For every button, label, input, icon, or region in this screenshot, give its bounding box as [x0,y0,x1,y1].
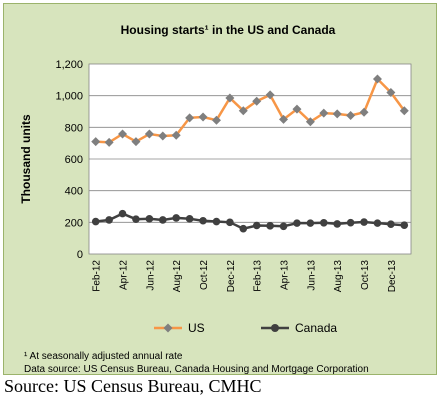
data-point-us [399,106,409,116]
data-point-us [279,114,289,124]
chart-panel: 0 200 400 600 800 1,000 1,200 Feb-12 Apr-12 Jun-… [3,3,437,375]
x-tick-label: Feb-12 [92,260,103,292]
data-point-us [359,107,369,117]
data-point-canada [293,219,301,227]
y-tick-label: 0 [77,249,83,261]
data-point-us [292,104,302,114]
data-point-canada [185,215,194,223]
data-point-us [319,108,329,118]
footnote-rate: ¹ At seasonally adjusted annual rate [24,351,183,362]
data-point-us [158,131,168,141]
y-tick-label: 600 [65,154,83,166]
y-tick-labels: 0 200 400 600 800 1,000 1,200 [55,59,83,261]
data-point-canada [400,221,409,229]
x-tick-label: Aug-12 [172,260,183,293]
data-point-canada [319,219,328,227]
data-point-us [185,113,195,123]
series-lines [91,74,409,233]
x-tick-label: Oct-12 [199,260,210,290]
x-tick-label: Dec-12 [226,260,237,293]
x-tick-label: Aug-13 [333,260,344,293]
data-point-canada [333,220,342,228]
data-point-us [198,112,208,122]
data-point-us [225,93,235,103]
data-point-us [252,96,262,106]
x-tick-labels: Feb-12 Apr-12 Jun-12 Aug-12 Oct-12 Dec-12 Feb-… [92,260,398,293]
data-point-us [332,109,342,119]
data-point-canada [158,216,167,224]
data-point-us [211,115,221,125]
data-point-canada [91,217,100,226]
data-point-us [118,129,128,139]
x-tick-label: Oct-13 [360,260,371,290]
data-point-canada [145,215,154,223]
data-point-canada [373,219,382,227]
legend-label-us: US [188,321,205,335]
x-tick-label: Apr-13 [280,260,291,290]
data-point-canada [346,218,355,227]
data-point-us [265,90,275,100]
data-point-us [104,137,114,147]
footnote-data-source: Data source: US Census Bureau, Canada Ho… [24,364,369,375]
y-tick-label: 400 [65,186,83,198]
data-point-us [305,117,315,127]
data-point-canada [266,222,274,230]
data-point-canada [172,214,181,222]
data-point-us [144,129,154,139]
source-caption: Source: US Census Bureau, CMHC [4,376,262,396]
data-point-canada [239,224,248,233]
data-point-canada [226,218,234,227]
legend-marker-canada [271,324,279,332]
data-point-canada [105,216,113,224]
x-tick-label: Jun-13 [306,260,317,291]
data-point-canada [252,221,261,230]
housing-starts-chart: 0 200 400 600 800 1,000 1,200 Feb-12 Apr-12 Jun-… [19,23,412,375]
data-point-us [238,106,248,116]
data-point-canada [279,222,288,231]
data-point-canada [306,219,315,227]
data-point-us [346,110,356,120]
x-tick-label: Feb-13 [253,260,264,292]
data-point-canada [118,209,127,218]
y-tick-label: 1,200 [55,59,83,71]
x-tick-label: Jun-12 [145,260,156,291]
x-tick-label: Dec-13 [387,260,398,293]
data-point-canada [387,220,395,229]
y-axis-label: Thousand units [19,114,33,204]
data-point-canada [212,217,221,226]
data-point-us [91,137,101,147]
y-tick-label: 800 [65,122,83,134]
legend: US Canada [154,321,337,335]
data-point-canada [199,216,207,225]
data-point-us [386,88,396,97]
data-point-canada [360,218,368,226]
legend-label-canada: Canada [295,321,337,335]
data-point-us [372,74,382,84]
data-point-canada [132,215,140,223]
y-tick-label: 200 [65,217,83,229]
data-point-us [131,137,141,147]
legend-marker-us [163,323,173,333]
chart-title: Housing starts¹ in the US and Canada [121,23,336,37]
data-point-us [171,130,181,140]
x-tick-label: Apr-12 [119,260,130,290]
y-tick-label: 1,000 [55,91,83,103]
